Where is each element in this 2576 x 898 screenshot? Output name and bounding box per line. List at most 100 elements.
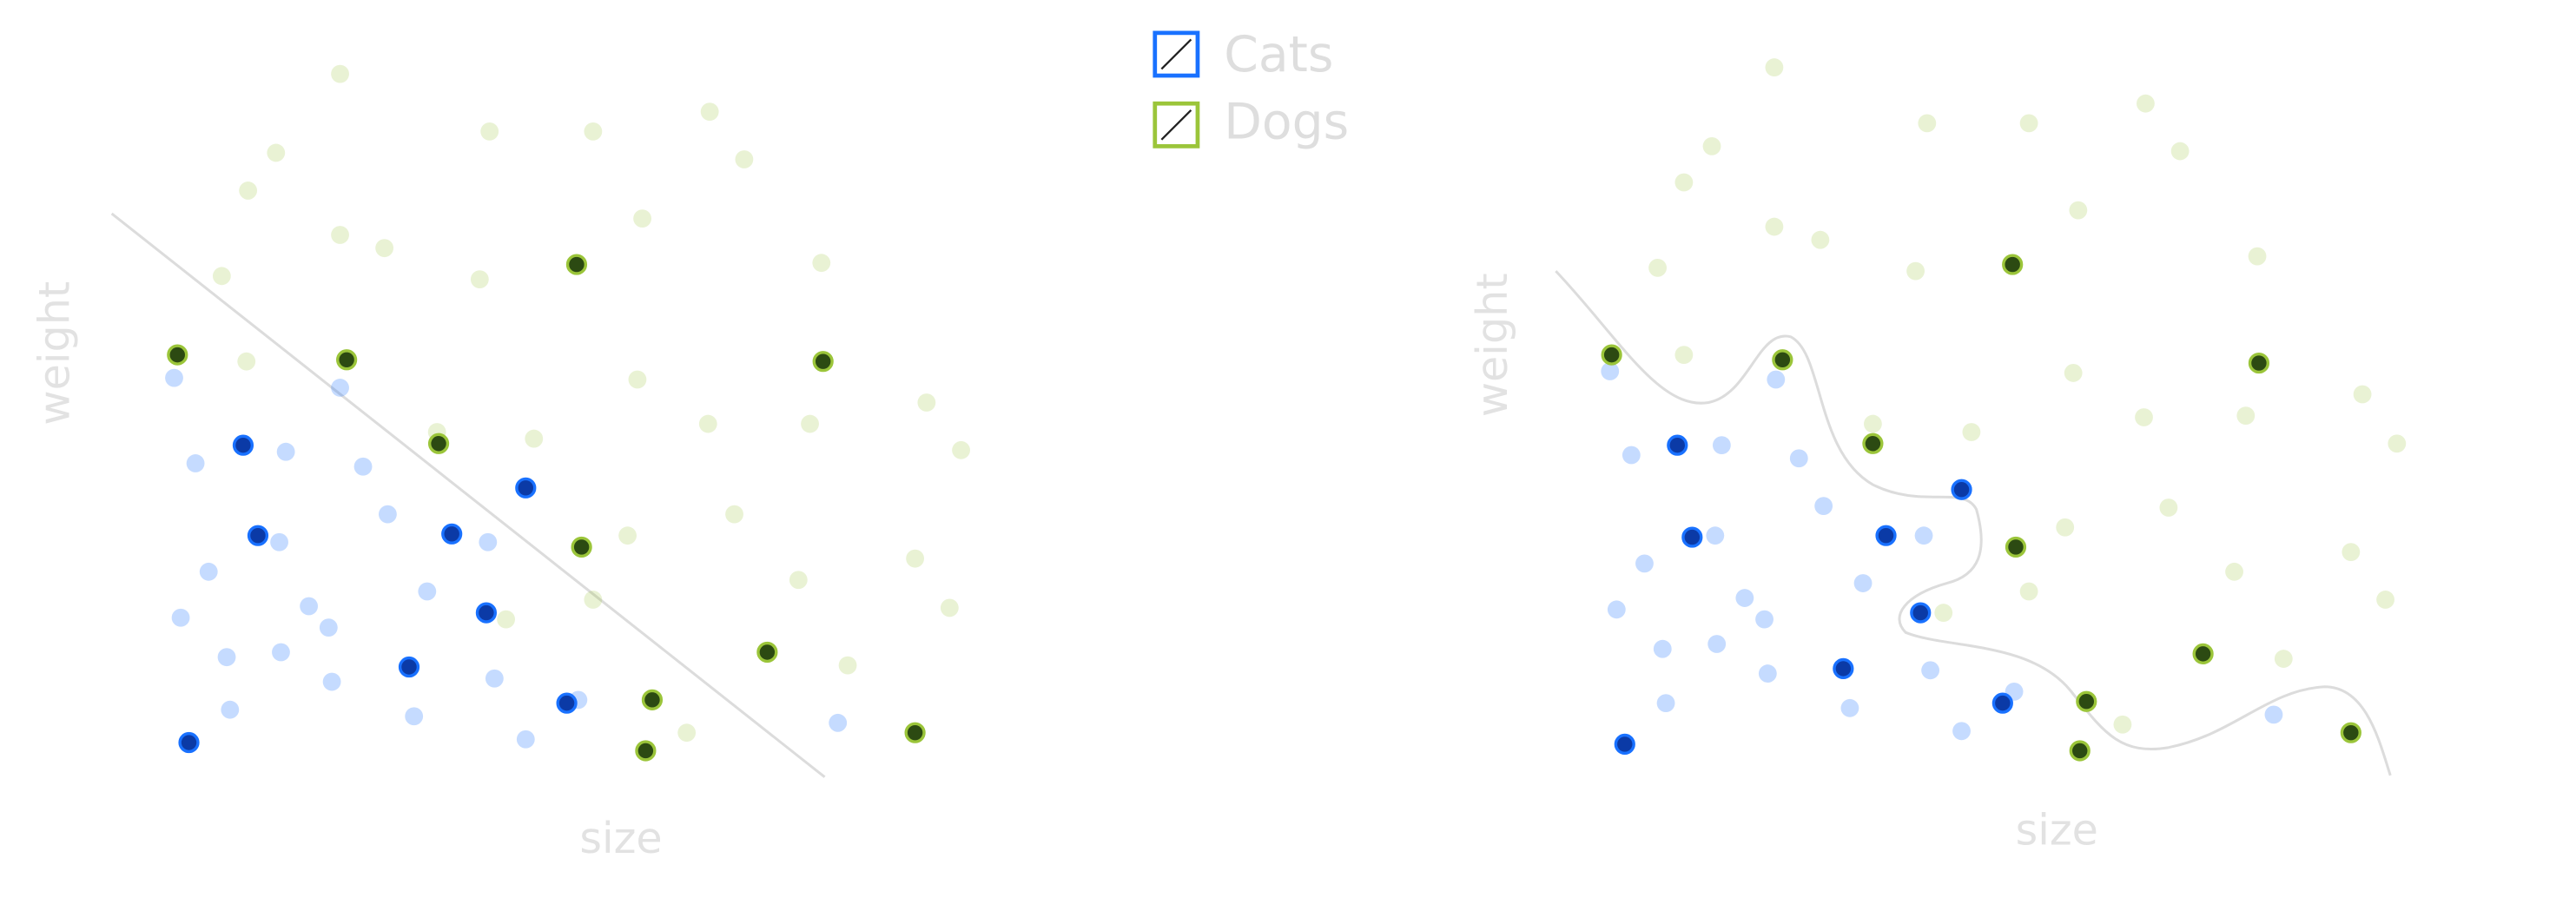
- point: [2064, 364, 2083, 382]
- highlighted-point: [2248, 352, 2270, 374]
- point: [2113, 715, 2132, 734]
- highlighted-point: [178, 731, 200, 754]
- point: [801, 414, 819, 433]
- point: [375, 239, 394, 258]
- point: [917, 393, 936, 412]
- point: [1765, 58, 1784, 76]
- highlighted-point: [571, 536, 592, 558]
- point: [2376, 591, 2394, 609]
- point: [1601, 362, 1620, 380]
- point: [1706, 526, 1725, 545]
- point: [1653, 639, 1672, 658]
- legend-hatch: [1160, 109, 1192, 141]
- point: [418, 582, 437, 601]
- point: [186, 454, 205, 472]
- point: [2388, 434, 2407, 453]
- highlighted-point: [1875, 525, 1897, 546]
- point: [272, 643, 290, 662]
- point: [2264, 705, 2283, 724]
- point: [1962, 423, 1981, 441]
- point: [237, 352, 256, 371]
- point: [700, 102, 719, 122]
- point: [331, 379, 349, 397]
- point: [2353, 385, 2372, 404]
- highlighted-point: [515, 477, 537, 499]
- point: [1607, 600, 1626, 619]
- highlighted-point: [441, 523, 463, 545]
- legend: Cats Dogs: [1153, 26, 1349, 150]
- point: [239, 182, 258, 200]
- point: [633, 209, 652, 228]
- point: [1863, 414, 1882, 433]
- point: [1702, 136, 1721, 155]
- point: [1921, 661, 1940, 680]
- point: [1765, 217, 1784, 236]
- point: [270, 532, 288, 551]
- point: [2159, 499, 2178, 517]
- linear-boundary: [110, 212, 826, 778]
- point: [479, 532, 498, 551]
- point: [2019, 582, 2038, 601]
- highlighted-point: [2340, 722, 2361, 743]
- point: [725, 505, 743, 524]
- point: [319, 618, 338, 637]
- point: [1648, 258, 1668, 277]
- legend-hatch: [1160, 38, 1192, 70]
- point: [1622, 446, 1641, 465]
- point: [618, 526, 637, 545]
- point: [838, 656, 857, 675]
- highlighted-point: [1667, 434, 1688, 456]
- point: [525, 429, 544, 448]
- point: [1674, 346, 1694, 365]
- point: [480, 122, 499, 141]
- x-axis-label: size: [579, 813, 662, 863]
- highlighted-point: [1991, 692, 2013, 714]
- point: [952, 440, 970, 459]
- point: [677, 723, 697, 743]
- point: [470, 270, 489, 289]
- y-axis-label: weight: [30, 281, 80, 426]
- point: [405, 707, 424, 726]
- point: [2236, 406, 2256, 426]
- point: [1767, 370, 1786, 389]
- point: [812, 254, 831, 273]
- point: [2137, 94, 2155, 113]
- point: [1674, 173, 1694, 192]
- point: [2342, 543, 2361, 562]
- point: [1918, 114, 1937, 133]
- highlighted-point: [635, 740, 657, 762]
- legend-label: Dogs: [1224, 93, 1349, 150]
- highlighted-point: [1862, 432, 1884, 454]
- highlighted-point: [2005, 536, 2027, 558]
- highlighted-point: [1614, 733, 1635, 756]
- point: [829, 713, 848, 732]
- highlighted-point: [1772, 349, 1793, 371]
- point: [789, 571, 808, 590]
- point: [1758, 664, 1777, 683]
- point: [516, 730, 535, 749]
- y-axis-label: weight: [1467, 273, 1517, 417]
- point: [2170, 142, 2190, 161]
- point: [1789, 449, 1808, 468]
- legend-label: Cats: [1224, 26, 1333, 83]
- point: [2069, 201, 2088, 220]
- point: [1914, 526, 1933, 545]
- point: [331, 226, 349, 244]
- highlighted-point: [2076, 690, 2097, 712]
- point: [276, 442, 295, 461]
- point: [1814, 497, 1833, 516]
- point: [735, 150, 754, 168]
- highlighted-point: [2069, 740, 2091, 762]
- highlighted-point: [756, 641, 778, 664]
- highlighted-point: [904, 722, 926, 743]
- point: [1934, 604, 1953, 622]
- highlighted-point: [1681, 526, 1703, 548]
- point: [171, 608, 190, 627]
- point: [217, 648, 236, 667]
- point: [497, 610, 516, 629]
- point: [1906, 261, 1925, 281]
- point: [221, 700, 240, 719]
- point: [165, 368, 183, 387]
